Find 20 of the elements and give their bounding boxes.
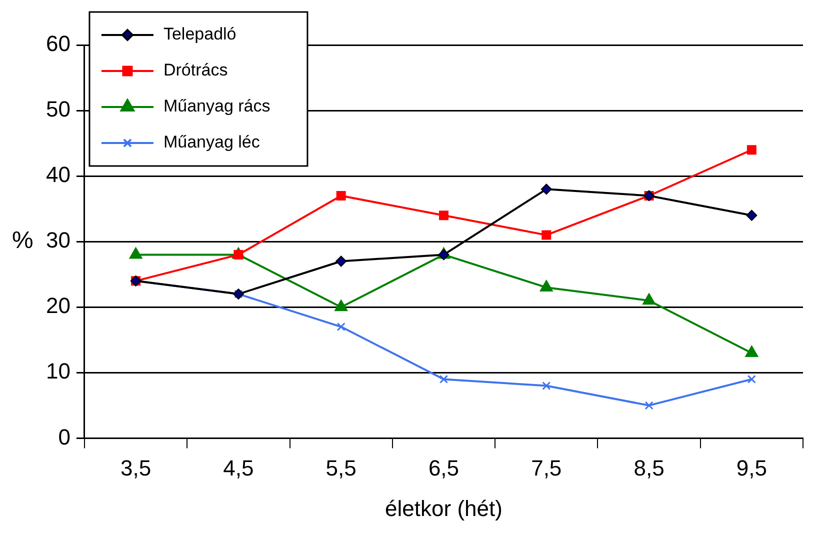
y-tick-label: 50 <box>46 96 70 122</box>
y-tick-label: 20 <box>46 293 70 318</box>
x-tick-label: 6,5 <box>428 455 460 480</box>
legend-label: Telepadló <box>163 24 236 44</box>
x-tick-label: 4,5 <box>223 455 254 480</box>
y-tick-label: 30 <box>46 228 70 253</box>
x-tick-label: 7,5 <box>531 455 562 480</box>
x-tick-label: 3,5 <box>120 455 152 480</box>
legend-label: Műanyag rács <box>163 96 270 116</box>
legend-label: Drótrács <box>163 60 228 80</box>
y-tick-label: 0 <box>58 424 70 450</box>
y-tick-label: 60 <box>46 31 70 56</box>
y-tick-label: 40 <box>46 162 70 188</box>
x-tick-label: 9,5 <box>736 455 767 480</box>
x-tick-label: 5,5 <box>326 455 356 480</box>
y-tick-label: 10 <box>46 358 70 384</box>
y-axis-title: % <box>12 227 34 254</box>
x-axis-title: életkor (hét) <box>385 496 502 521</box>
x-tick-label: 8,5 <box>634 455 664 480</box>
legend-label: Műanyag léc <box>163 132 260 152</box>
